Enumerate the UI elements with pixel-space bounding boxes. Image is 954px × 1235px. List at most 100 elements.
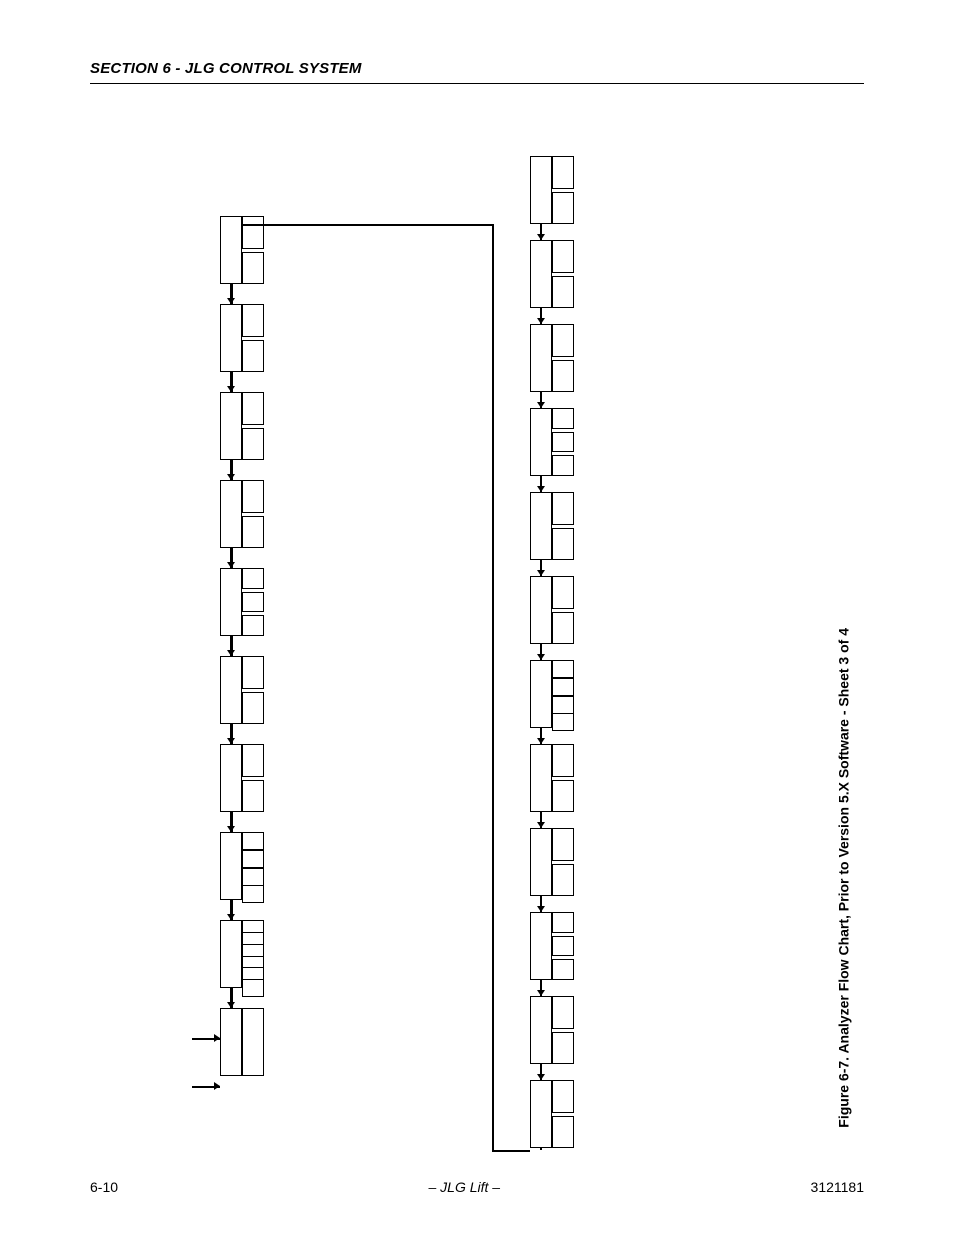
flowchart-arrow <box>214 1082 220 1090</box>
flowchart-node <box>242 1008 264 1076</box>
flowchart-node <box>242 568 264 589</box>
flowchart-node <box>242 252 264 285</box>
flowchart-node <box>242 428 264 461</box>
flowchart-node <box>530 912 552 980</box>
flowchart-node <box>242 480 264 513</box>
flowchart-node <box>242 885 264 903</box>
section-header: SECTION 6 - JLG CONTROL SYSTEM <box>90 60 864 84</box>
flowchart-node <box>552 780 574 813</box>
flowchart-node <box>242 615 264 636</box>
flowchart-node <box>552 713 574 731</box>
flowchart-arrow <box>227 562 235 568</box>
flowchart-node <box>220 656 242 724</box>
flowchart-arrow <box>227 474 235 480</box>
flowchart-arrow <box>537 654 545 660</box>
flowchart-node <box>530 744 552 812</box>
flowchart-node <box>220 480 242 548</box>
flowchart-node <box>220 920 242 988</box>
flowchart-node <box>552 612 574 645</box>
flowchart-node <box>220 1008 242 1076</box>
flowchart-node <box>552 1032 574 1065</box>
flowchart-node <box>552 996 574 1029</box>
flowchart-arrow <box>227 1002 235 1008</box>
flowchart-node <box>220 744 242 812</box>
flowchart-node <box>552 455 574 476</box>
flowchart-node <box>552 156 574 189</box>
flowchart-node <box>552 864 574 897</box>
flowchart-node <box>530 576 552 644</box>
flowchart-arrow <box>537 234 545 240</box>
flowchart-node <box>242 868 264 886</box>
flowchart-node <box>220 304 242 372</box>
flowchart-node <box>552 408 574 429</box>
flowchart-node <box>552 276 574 309</box>
flowchart-node <box>242 516 264 549</box>
flowchart-arrow <box>537 738 545 744</box>
flowchart-node <box>242 304 264 337</box>
flowchart-node <box>242 592 264 613</box>
flowchart-node <box>552 678 574 696</box>
flowchart-diagram <box>220 150 740 1160</box>
flowchart-node <box>242 979 264 997</box>
flowchart-node <box>242 692 264 725</box>
flowchart-node <box>242 656 264 689</box>
flowchart-node <box>552 492 574 525</box>
flowchart-node <box>530 1080 552 1148</box>
flowchart-arrow <box>537 570 545 576</box>
flowchart-node <box>552 192 574 225</box>
flowchart-connector <box>492 1150 530 1152</box>
flowchart-node <box>220 832 242 900</box>
flowchart-arrow <box>227 826 235 832</box>
flowchart-node <box>552 660 574 678</box>
footer-center: – JLG Lift – <box>428 1179 500 1195</box>
flowchart-node <box>220 392 242 460</box>
flowchart-node <box>530 408 552 476</box>
flowchart-node <box>552 576 574 609</box>
flowchart-arrow <box>227 738 235 744</box>
flowchart-node <box>242 850 264 868</box>
flowchart-node <box>530 828 552 896</box>
flowchart-node <box>552 432 574 453</box>
flowchart-arrow <box>537 318 545 324</box>
doc-number: 3121181 <box>811 1179 864 1195</box>
flowchart-arrow <box>227 298 235 304</box>
figure-caption: Figure 6-7. Analyzer Flow Chart, Prior t… <box>836 628 852 1128</box>
flowchart-arrow <box>537 1074 545 1080</box>
flowchart-node <box>242 780 264 813</box>
flowchart-node <box>530 240 552 308</box>
flowchart-node <box>242 216 264 249</box>
flowchart-node <box>530 996 552 1064</box>
flowchart-node <box>242 340 264 373</box>
flowchart-node <box>552 828 574 861</box>
flowchart-node <box>530 492 552 560</box>
flowchart-node <box>530 660 552 728</box>
flowchart-node <box>552 240 574 273</box>
flowchart-node <box>242 832 264 850</box>
flowchart-node <box>220 568 242 636</box>
flowchart-arrow <box>537 486 545 492</box>
flowchart-node <box>552 324 574 357</box>
flowchart-arrow <box>537 402 545 408</box>
flowchart-node <box>552 1080 574 1113</box>
flowchart-arrow <box>537 906 545 912</box>
flowchart-node <box>552 936 574 957</box>
flowchart-node <box>552 360 574 393</box>
flowchart-arrow <box>537 822 545 828</box>
flowchart-node <box>552 1116 574 1149</box>
page-number: 6-10 <box>90 1179 118 1195</box>
flowchart-node <box>552 696 574 714</box>
flowchart-node <box>552 528 574 561</box>
flowchart-arrow <box>537 990 545 996</box>
flowchart-arrow <box>227 914 235 920</box>
flowchart-node <box>220 216 242 284</box>
flowchart-arrow <box>227 386 235 392</box>
flowchart-connector <box>492 224 494 1150</box>
flowchart-arrow <box>227 650 235 656</box>
flowchart-node <box>242 744 264 777</box>
flowchart-node <box>242 392 264 425</box>
flowchart-node <box>552 744 574 777</box>
flowchart-node <box>552 959 574 980</box>
flowchart-connector <box>540 1148 542 1150</box>
page-footer: 6-10 – JLG Lift – 3121181 <box>90 1179 864 1195</box>
flowchart-node <box>530 324 552 392</box>
